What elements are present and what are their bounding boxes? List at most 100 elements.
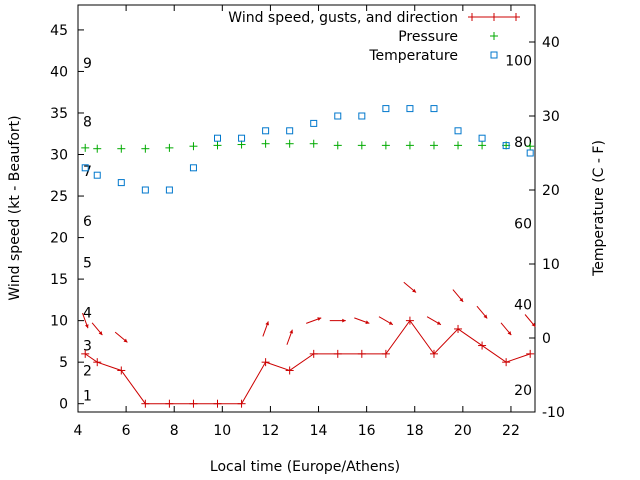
pressure-point (478, 141, 487, 150)
wind-direction-arrow (378, 316, 394, 326)
legend: Wind speed, gusts, and direction Pressure… (228, 10, 520, 64)
y-tick-label: 35 (50, 106, 68, 122)
temperature-point (526, 149, 534, 157)
wind-direction-arrow (354, 317, 370, 324)
wind-point (189, 399, 198, 408)
wind-direction-arrow (500, 322, 512, 336)
beaufort-labels: 1 2 3 4 5 6 7 8 9 (83, 56, 92, 404)
y-tick-label: 5 (59, 355, 68, 371)
beaufort-label: 1 (83, 388, 92, 404)
temperature-point (93, 171, 101, 179)
x-axis: 4 6 8 10 12 14 16 18 20 22 (74, 5, 520, 439)
wind-point (526, 349, 535, 358)
temperature-point (502, 142, 510, 150)
y-tick-label: 30 (50, 148, 68, 164)
wind-point (213, 399, 222, 408)
y-axis-right: -10 0 10 20 30 40 (529, 35, 565, 421)
temperature-point (262, 127, 270, 135)
y2-tick-label: -10 (542, 405, 565, 421)
arrow-head (317, 317, 322, 321)
wind-point (381, 349, 390, 358)
pressure-point (357, 141, 366, 150)
x-tick-label: 8 (170, 423, 179, 439)
y2-tick-label: 10 (542, 257, 560, 273)
temperature-point (454, 127, 462, 135)
fahrenheit-label: 60 (514, 216, 532, 232)
wind-point (261, 358, 270, 367)
x-tick-label: 10 (213, 423, 231, 439)
legend-wind-mark-start (468, 13, 476, 21)
arrow-head (388, 321, 393, 325)
pressure-point (237, 140, 246, 149)
temperature-point (214, 134, 222, 142)
wind-direction-arrow (286, 329, 294, 345)
pressure-point (117, 144, 126, 153)
wind-point (117, 366, 126, 375)
y-tick-label: 15 (50, 272, 68, 288)
x-tick-label: 6 (122, 423, 131, 439)
arrow-head (459, 297, 464, 302)
wind-point (81, 349, 90, 358)
wind-direction-arrow (114, 331, 128, 343)
wind-point (237, 399, 246, 408)
fahrenheit-labels: 20 40 60 80 100 (505, 54, 532, 399)
x-tick-label: 4 (74, 423, 83, 439)
arrow-head (84, 324, 89, 329)
fahrenheit-label: 40 (514, 298, 532, 314)
y2-tick-label: 30 (542, 109, 560, 125)
beaufort-label: 2 (83, 363, 92, 379)
y2-tick-label: 0 (542, 331, 551, 347)
temperature-point (358, 112, 366, 120)
x-tick-label: 14 (310, 423, 328, 439)
arrow-head (123, 338, 128, 343)
temperature-point (430, 105, 438, 113)
x-axis-title: Local time (Europe/Athens) (210, 459, 400, 475)
temperature-point (189, 164, 197, 172)
pressure-point (189, 142, 198, 151)
beaufort-label: 4 (83, 305, 92, 321)
fahrenheit-label: 100 (505, 54, 532, 70)
y-axis-left: 0 5 10 15 20 25 30 35 40 45 (50, 23, 84, 413)
y-tick-label: 10 (50, 314, 68, 330)
beaufort-label: 5 (83, 255, 92, 271)
temperature-point (286, 127, 294, 135)
arrow-head (483, 314, 488, 319)
beaufort-label: 8 (83, 114, 92, 130)
wind-point (429, 349, 438, 358)
temperature-point (81, 164, 89, 172)
legend-label: Wind speed, gusts, and direction (228, 10, 458, 26)
wind-point (333, 349, 342, 358)
temperature-point (141, 186, 149, 194)
fahrenheit-label: 20 (514, 383, 532, 399)
wind-speed-line (84, 319, 531, 405)
y-tick-label: 40 (50, 64, 68, 80)
pressure-point (333, 141, 342, 150)
beaufort-label: 7 (83, 164, 92, 180)
y2-tick-label: 40 (542, 35, 560, 51)
wind-direction-arrow (329, 318, 346, 323)
beaufort-label: 9 (83, 56, 92, 72)
wind-point (357, 349, 366, 358)
wind-point (141, 399, 150, 408)
wind-point (454, 324, 463, 333)
wind-point (165, 399, 174, 408)
wind-point (478, 341, 487, 350)
legend-wind-mark-mid (490, 13, 498, 21)
temperature-point (238, 134, 246, 142)
arrow-head (436, 321, 441, 325)
series-layer (81, 105, 536, 408)
pressure-point (381, 141, 390, 150)
wind-direction-arrow (476, 305, 488, 319)
pressure-point (261, 139, 270, 148)
pressure-point (141, 144, 150, 153)
pressure-point (213, 141, 222, 150)
arrow-head (531, 322, 536, 327)
y-tick-label: 0 (59, 397, 68, 413)
y-tick-label: 25 (50, 189, 68, 205)
y-tick-label: 20 (50, 231, 68, 247)
y-axis-title: Wind speed (kt - Beaufort) (7, 115, 23, 300)
temperature-point (382, 105, 390, 113)
y2-axis-title: Temperature (C - F) (591, 140, 607, 277)
pressure-point (526, 142, 535, 151)
arrow-head (98, 331, 103, 336)
